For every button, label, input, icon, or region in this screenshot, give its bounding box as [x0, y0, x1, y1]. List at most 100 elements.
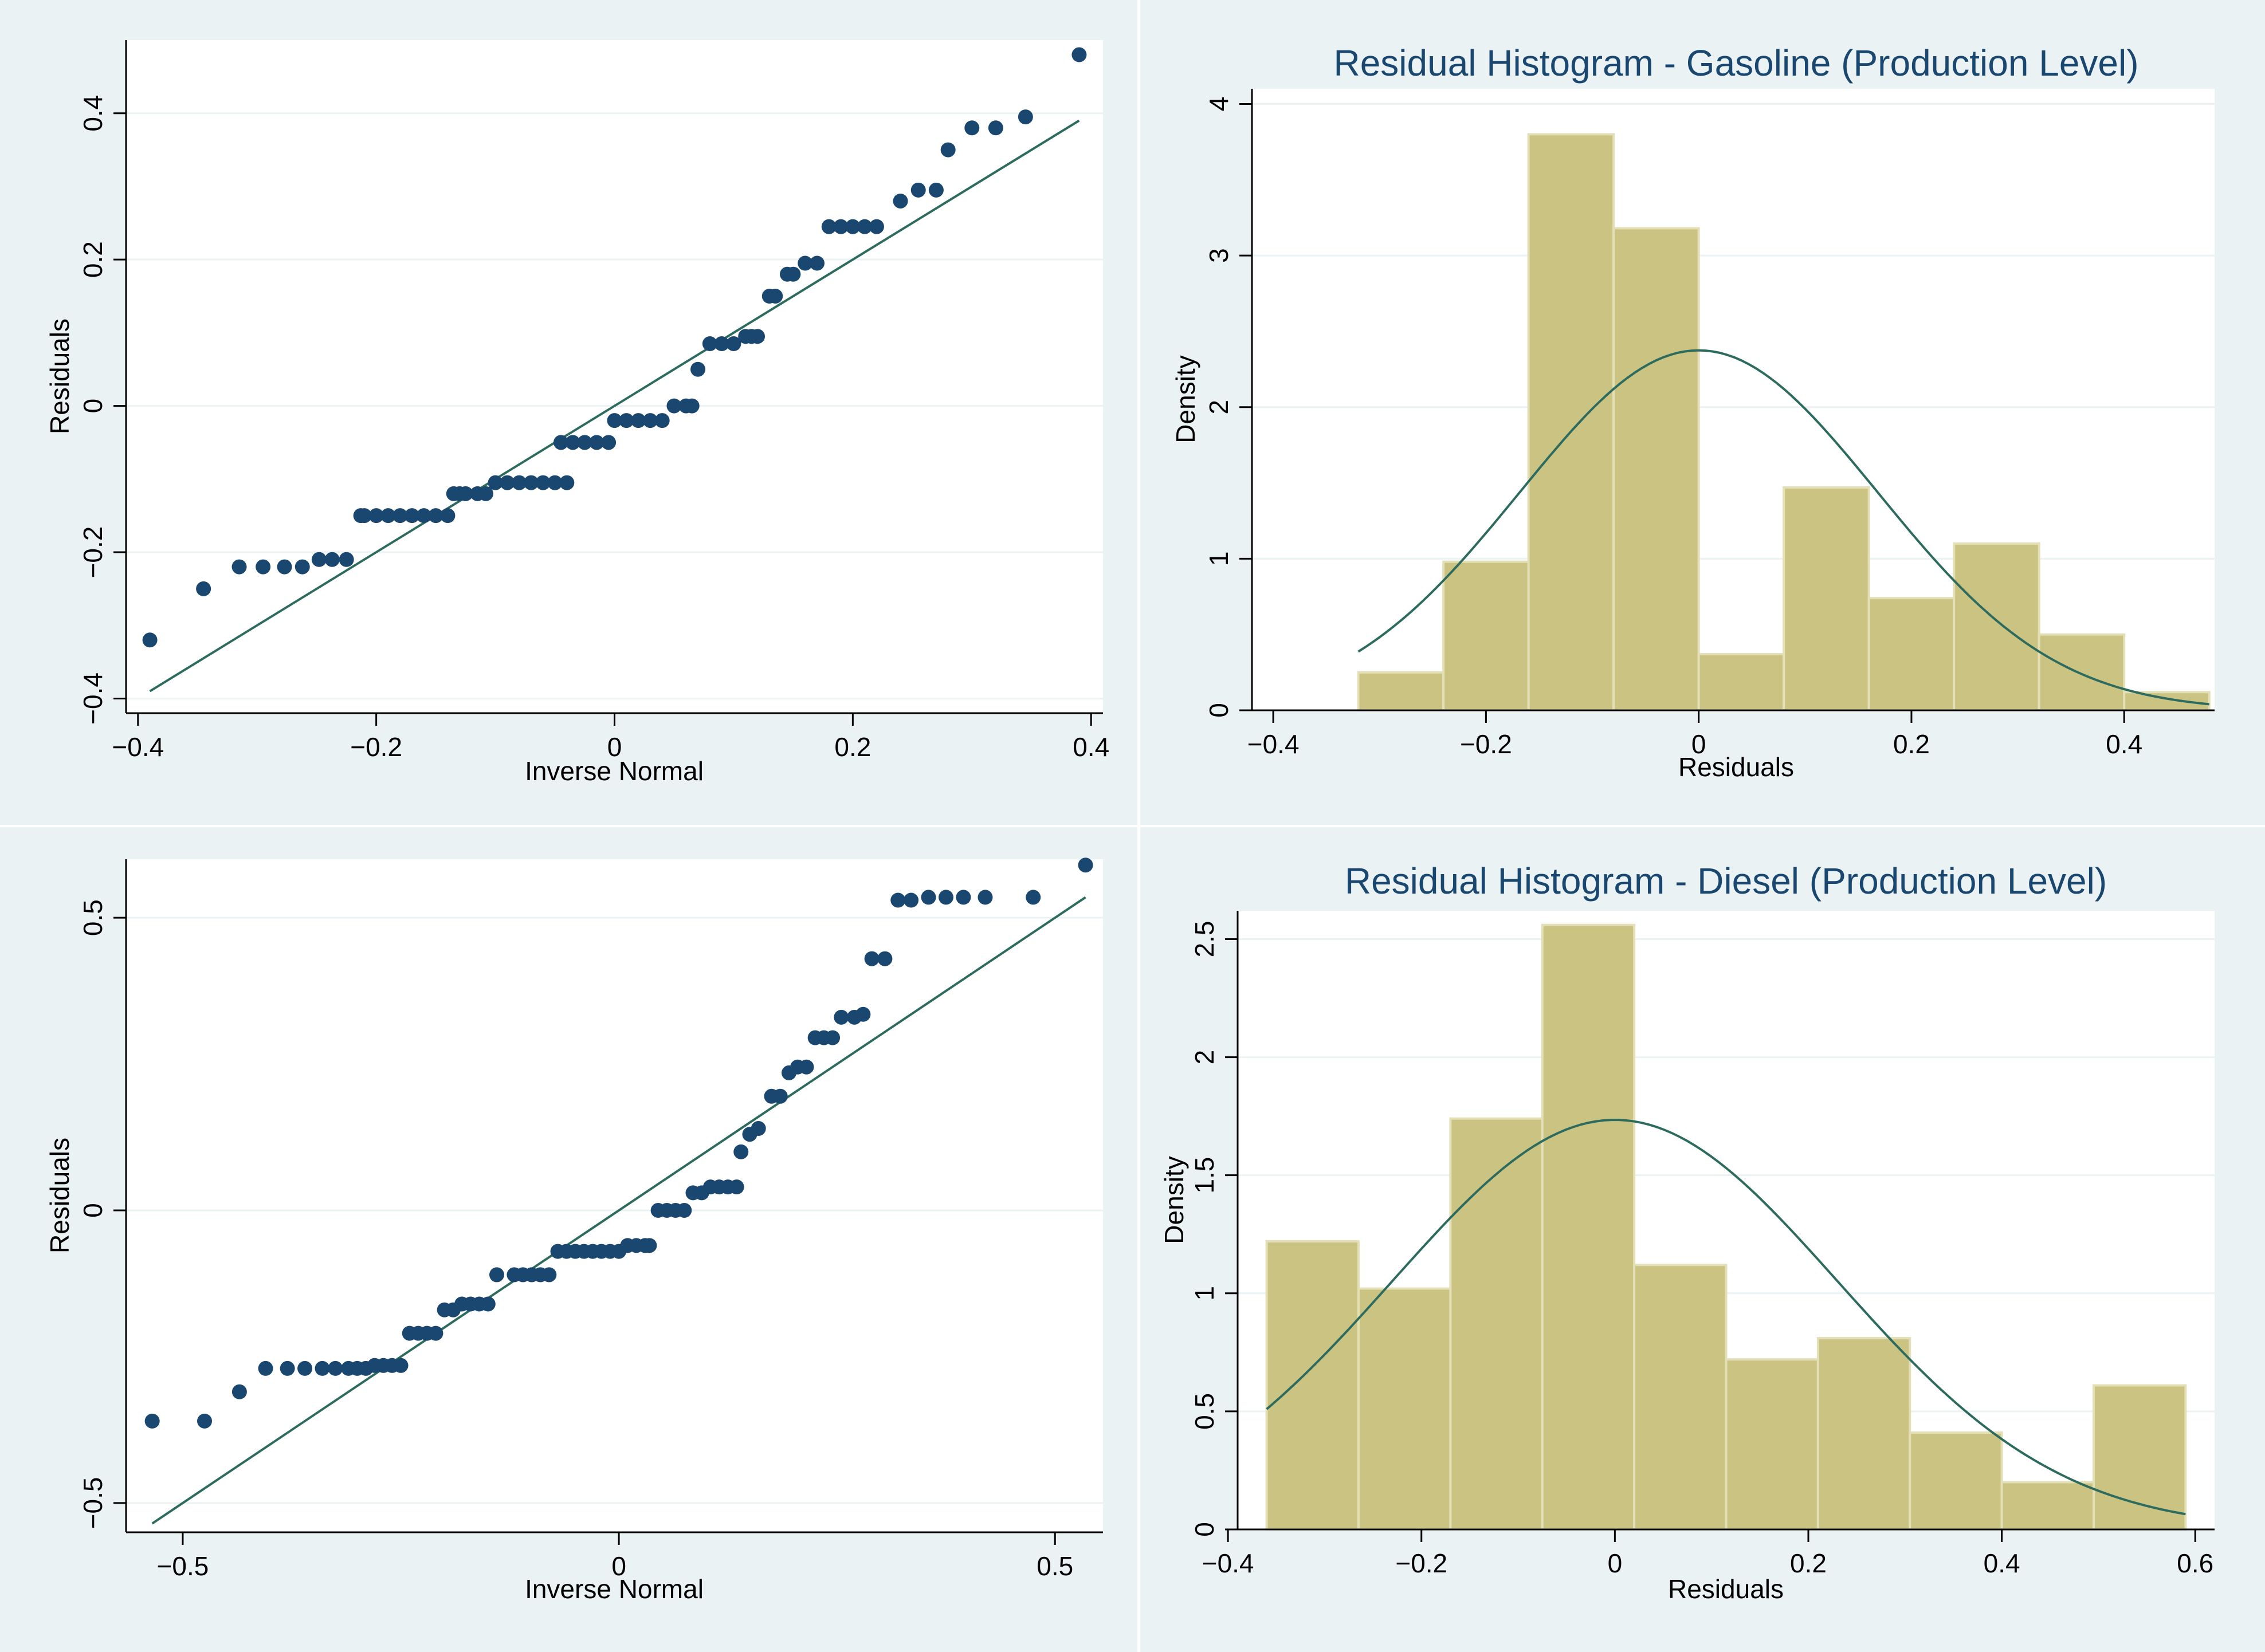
scatter-point	[405, 508, 420, 524]
histogram-bar	[1867, 597, 1956, 712]
histogram-bar	[1357, 671, 1445, 711]
histogram-bar	[1527, 133, 1615, 711]
y-tick-label: 2.5	[1190, 921, 1219, 957]
scatter-point	[393, 1358, 409, 1373]
scatter-point	[750, 329, 766, 344]
x-tick-label: 0.5	[1037, 1551, 1073, 1581]
scatter-point	[928, 182, 944, 198]
histogram-bar	[1783, 486, 1870, 711]
scatter-point	[956, 890, 971, 905]
scatter-point	[607, 413, 622, 428]
y-tick-label: 0.5	[1190, 1393, 1219, 1430]
scatter-point	[1071, 47, 1087, 62]
scatter-point	[729, 1179, 744, 1195]
scatter-point	[631, 413, 646, 428]
x-tick-label: 0.6	[2177, 1548, 2213, 1578]
scatter-point	[690, 361, 706, 377]
histogram-bar	[2038, 633, 2126, 712]
scatter-point	[857, 219, 873, 234]
scatter-point	[416, 508, 431, 524]
x-tick-label: 0.2	[834, 732, 871, 762]
scatter-point	[440, 508, 456, 524]
scatter-point	[1026, 890, 1041, 905]
y-axis-label: Density	[1171, 355, 1200, 443]
scatter-point	[256, 559, 271, 575]
data-marks	[1357, 133, 2211, 712]
scatter-point	[799, 1059, 814, 1075]
normal-density-curve	[1266, 1119, 2186, 1516]
scatter-point	[772, 1088, 788, 1104]
x-axis-label: Inverse Normal	[525, 756, 704, 786]
title: Residual Histogram - Diesel (Production …	[1345, 860, 2107, 902]
scatter-point	[315, 1360, 330, 1376]
y-axis-label: Density	[1159, 1156, 1189, 1244]
x-tick-label: 0	[607, 732, 622, 762]
histogram-bar	[1725, 1358, 1819, 1531]
data-marks	[142, 47, 1087, 693]
y-tick-label: 0.2	[78, 241, 108, 278]
histogram-bar	[1357, 1287, 1452, 1531]
scatter-point	[277, 559, 292, 575]
scatter-point	[392, 508, 408, 524]
scatter-point	[339, 552, 354, 567]
scatter-point	[809, 255, 825, 271]
scatter-point	[877, 951, 893, 966]
scatter-point	[601, 435, 617, 450]
x-tick-label: −0.4	[1247, 729, 1300, 759]
plot-region	[126, 40, 1103, 713]
scatter-point	[893, 193, 908, 209]
scatter-point	[458, 486, 473, 501]
histogram-diesel: −0.4 −0.2 0 0.2 0.4 0.6 0 0.5 1 1.5 2 2.5 Residual …	[1140, 827, 2265, 1652]
scatter-point	[328, 1360, 343, 1376]
grid-lines	[126, 917, 1103, 1504]
scatter-point	[446, 486, 461, 501]
scatter-point	[480, 1296, 496, 1312]
histogram-bar	[1442, 560, 1530, 711]
y-tick-label: 1	[1204, 552, 1234, 567]
plot-region	[1252, 89, 2215, 710]
scatter-point	[845, 219, 861, 234]
scatter-point	[684, 398, 700, 414]
scatter-point	[577, 435, 592, 450]
axes: −0.4 −0.2 0 0.2 0.4 0.6 0 0.5 1 1.5 2 2.5	[1190, 911, 2215, 1578]
histogram-bar	[1449, 1117, 1544, 1531]
scatter-point	[904, 892, 919, 908]
scatter-point	[489, 1267, 504, 1283]
y-tick-label: 3	[1204, 248, 1234, 263]
scatter-point	[666, 398, 682, 414]
histogram-gasoline: −0.4 −0.2 0 0.2 0.4 0 1 2 3 4 Residual Histogram …	[1140, 0, 2265, 825]
qq-plot-gasoline: −0.4 −0.2 0 0.2 0.4 −0.4 −0.2 0 0.2 0.4 Inverse N…	[0, 0, 1137, 825]
scatter-point	[523, 475, 539, 490]
scatter-point	[988, 120, 1003, 136]
histogram-bar	[1633, 1264, 1728, 1531]
scatter-point	[559, 475, 575, 490]
scatter-point	[565, 435, 580, 450]
scatter-point	[231, 1384, 247, 1399]
reference-line	[149, 119, 1080, 693]
scatter-point	[428, 508, 443, 524]
scatter-point	[368, 508, 384, 524]
plot-region	[126, 859, 1103, 1532]
histogram-bar	[1265, 1240, 1360, 1531]
y-tick-label: 1	[1190, 1286, 1219, 1301]
scatter-point	[478, 486, 493, 501]
axes: −0.4 −0.2 0 0.2 0.4 0 1 2 3 4	[1204, 89, 2215, 759]
histogram-bar	[2092, 1384, 2187, 1531]
scatter-point	[1078, 858, 1093, 873]
data-marks	[1265, 923, 2187, 1531]
scatter-point	[978, 890, 993, 905]
scatter-point	[231, 559, 247, 575]
scatter-point	[821, 219, 837, 234]
scatter-point	[144, 1413, 160, 1429]
scatter-point	[197, 1413, 213, 1429]
scatter-point	[311, 552, 327, 567]
scatter-point	[642, 1238, 657, 1253]
y-tick-label: 0	[78, 399, 108, 414]
scatter-point	[380, 508, 396, 524]
y-tick-label: 0.4	[78, 95, 108, 132]
reference-line	[151, 896, 1086, 1525]
x-tick-label: 0.2	[1893, 729, 1930, 759]
title: Residual Histogram - Gasoline (Productio…	[1333, 42, 2138, 84]
axes: −0.4 −0.2 0 0.2 0.4 −0.4 −0.2 0 0.2 0.4	[78, 40, 1109, 762]
